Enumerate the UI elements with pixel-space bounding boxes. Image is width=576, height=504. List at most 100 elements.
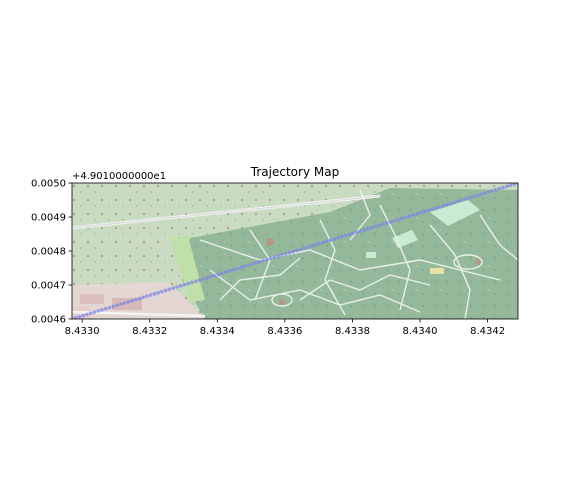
x-axis: 8.4330 8.4332 8.4334 8.4336 8.4338 8.4340 8.43…: [65, 319, 505, 337]
trajectory-point: [126, 300, 131, 304]
trajectory-point: [216, 272, 220, 277]
trajectory-point: [145, 294, 149, 298]
trajectory-point: [253, 261, 258, 265]
trajectory-point: [504, 184, 509, 189]
trajectory-point: [325, 239, 329, 244]
x-tick-label: 8.4332: [132, 326, 167, 337]
trajectory-point: [100, 308, 104, 312]
trajectory-point: [73, 316, 78, 319]
trajectory-point: [96, 309, 101, 313]
trajectory-point: [317, 241, 322, 246]
trajectory-point: [340, 234, 344, 239]
trajectory-point: [246, 263, 250, 268]
trajectory-point: [238, 265, 243, 270]
trajectory-point: [358, 229, 363, 233]
trajectory-point: [193, 279, 198, 284]
trajectory-point: [407, 214, 412, 218]
trajectory-point: [370, 225, 374, 230]
trajectory-point: [298, 247, 303, 252]
trajectory-point: [508, 183, 513, 188]
y-axis: 0.0046 0.0047 0.0048 0.0049 0.0050: [31, 179, 72, 326]
trajectory-point: [448, 201, 453, 206]
trajectory-point: [403, 215, 408, 220]
trajectory-point: [103, 306, 108, 311]
trajectory-point: [321, 240, 325, 245]
trajectory-point: [283, 252, 288, 256]
trajectory-point: [152, 292, 157, 296]
trajectory-point: [471, 194, 475, 199]
trajectory-point: [250, 262, 254, 266]
trajectory-point: [418, 210, 423, 215]
trajectory-point: [287, 250, 292, 255]
trajectory-point: [212, 273, 217, 278]
trajectory-point: [474, 193, 479, 198]
trajectory-point: [313, 242, 318, 247]
trajectory-point: [205, 276, 209, 280]
trajectory-point: [343, 233, 348, 238]
trajectory-point: [441, 204, 445, 208]
trajectory-point: [81, 313, 86, 318]
trajectory-point: [306, 245, 310, 249]
trajectory-point: [392, 218, 397, 223]
trajectory-point: [302, 246, 307, 250]
trajectory-point: [163, 288, 168, 293]
x-tick-label: 8.4342: [470, 326, 505, 337]
trajectory-point: [373, 224, 378, 229]
y-tick-label: 0.0046: [31, 315, 66, 326]
trajectory-point: [332, 237, 337, 241]
trajectory-point: [257, 260, 262, 264]
trajectory-point: [347, 232, 352, 237]
trajectory-point: [385, 221, 389, 225]
trajectory-point: [111, 304, 116, 309]
trajectory-point: [201, 277, 205, 281]
trajectory-point: [85, 312, 89, 317]
trajectory-point: [118, 302, 123, 306]
trajectory-point: [220, 271, 224, 276]
trajectory-point: [156, 290, 161, 295]
x-tick-label: 8.4334: [200, 326, 235, 337]
trajectory-point: [122, 301, 127, 305]
trajectory-point: [497, 186, 502, 191]
trajectory-point: [280, 253, 284, 257]
trajectory-point: [148, 293, 153, 297]
trajectory-point: [388, 220, 393, 224]
trajectory-point: [182, 282, 187, 287]
trajectory-point: [489, 189, 494, 193]
trajectory-point: [107, 305, 112, 310]
trajectory-point: [223, 270, 228, 274]
trajectory-point: [77, 314, 82, 319]
meadow-patch: [430, 200, 480, 226]
x-tick-label: 8.4340: [403, 326, 438, 337]
trajectory-point: [444, 202, 449, 207]
trajectory-point: [171, 286, 175, 290]
trajectory-point: [141, 295, 146, 300]
trajectory-point: [400, 216, 404, 221]
trajectory-point: [426, 208, 430, 213]
trajectory-point: [415, 212, 419, 216]
trajectory-point: [231, 268, 235, 272]
trajectory-point: [486, 190, 490, 194]
trajectory-point: [115, 303, 119, 308]
trajectory-point: [336, 236, 340, 240]
trajectory-point: [208, 274, 213, 279]
trajectory-point: [501, 185, 505, 190]
trajectory-point: [160, 289, 164, 294]
trajectory-point: [328, 238, 333, 242]
x-tick-label: 8.4336: [267, 326, 302, 337]
x-tick-label: 8.4330: [65, 326, 100, 337]
trajectory-point: [88, 311, 93, 316]
y-offset-label: +4.9010000000e1: [72, 171, 166, 182]
trajectory-point: [437, 205, 442, 209]
trajectory-point: [366, 226, 370, 231]
trajectory-point: [456, 199, 460, 204]
trajectory-point: [516, 183, 518, 185]
trajectory-point: [381, 222, 385, 226]
trajectory-point: [459, 198, 464, 202]
x-tick-label: 8.4338: [335, 326, 370, 337]
y-tick-label: 0.0048: [31, 247, 66, 258]
chart-title: Trajectory Map: [250, 165, 339, 179]
trajectory-point: [396, 217, 400, 222]
trajectory-point: [268, 256, 273, 261]
trajectory-point: [186, 281, 190, 286]
